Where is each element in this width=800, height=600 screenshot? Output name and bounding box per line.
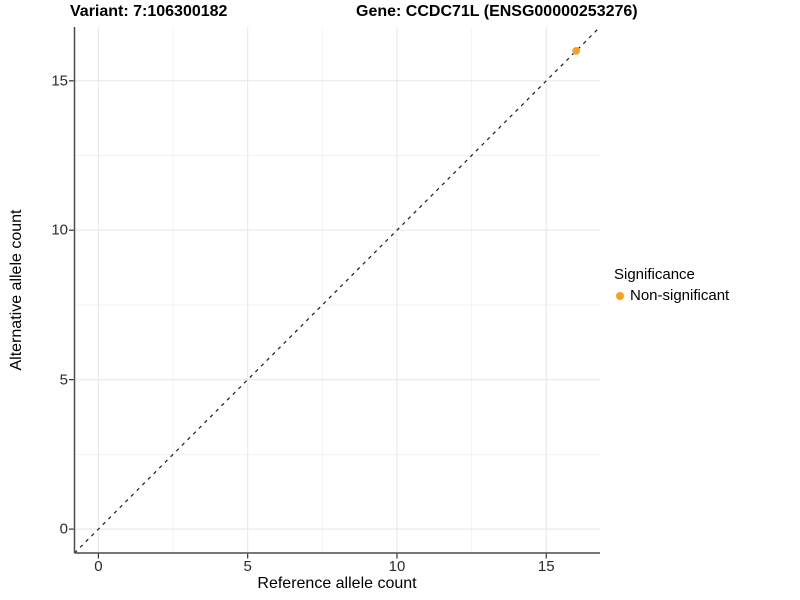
plot-title-variant: Variant: 7:106300182 (70, 3, 228, 20)
x-axis-title: Reference allele count (257, 575, 417, 592)
y-tick-label: 0 (59, 520, 68, 538)
plot-title-gene: Gene: CCDC71L (ENSG00000253276) (356, 3, 638, 20)
y-axis-title: Alternative allele count (8, 209, 25, 371)
data-point (572, 47, 581, 55)
legend-dot-icon (616, 291, 624, 300)
legend: Significance Non-significant (612, 266, 729, 304)
identity-dashed-line (74, 26, 601, 554)
legend-entry: Non-significant (612, 287, 729, 304)
y-tick-label: 5 (59, 371, 68, 389)
y-tick-label: 15 (51, 72, 68, 90)
x-tick-label: 5 (243, 558, 252, 575)
x-tick-label: 0 (94, 558, 103, 575)
legend-entry-label: Non-significant (630, 287, 730, 304)
legend-title: Significance (614, 266, 695, 283)
x-tick-label: 10 (388, 558, 406, 575)
y-tick-label: 10 (51, 221, 68, 239)
x-tick-label: 15 (537, 558, 555, 575)
